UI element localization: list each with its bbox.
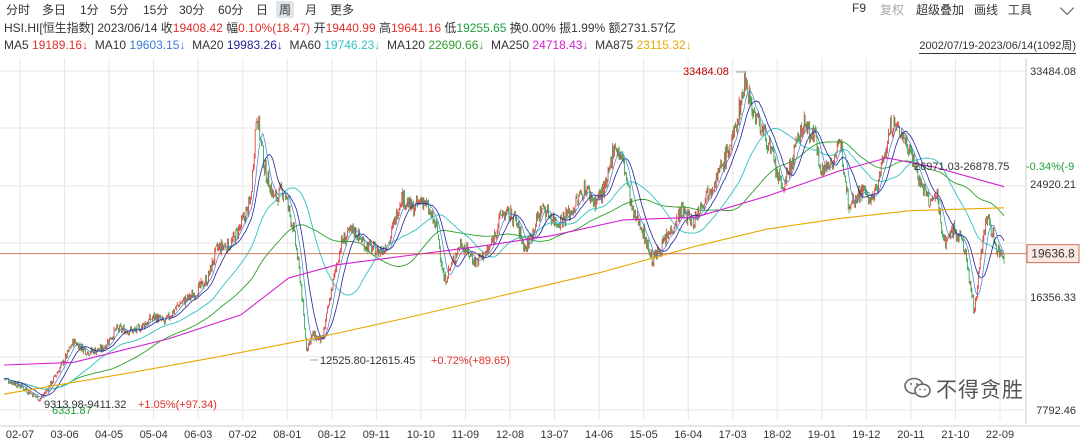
x-tick-16: 17-03 — [719, 429, 747, 441]
x-tick-0: 02-07 — [6, 429, 34, 441]
quote-info-row: HSI.HI[恒生指数] 2023/06/14 收19408.42 幅0.10%… — [4, 19, 676, 36]
ma-value-6: 23115.32↓ — [636, 38, 699, 52]
info-field-9: 19641.16 — [390, 21, 445, 35]
toolbar-btn-4[interactable]: 工具 — [1008, 3, 1033, 17]
ma-label-6: MA875 — [595, 38, 637, 52]
x-tick-22: 22-09 — [986, 429, 1014, 441]
info-field-12: 换 — [509, 21, 522, 35]
toolbar-btn-3[interactable]: 画线 — [974, 3, 999, 17]
ma10-line — [3, 90, 1005, 398]
ma-label-0: MA5 — [4, 38, 33, 52]
current-price-box — [1026, 244, 1080, 264]
x-tick-13: 14-06 — [585, 429, 613, 441]
y-tick-1: 24920.21 — [1030, 179, 1076, 191]
x-tick-12: 13-07 — [540, 429, 568, 441]
info-field-5: 0.10%(18.47) — [238, 21, 314, 35]
range3-pct: -0.34%(-9 — [1026, 161, 1074, 173]
period-tab-9[interactable]: 月 — [305, 3, 318, 17]
period-tab-10[interactable]: 更多 — [330, 3, 355, 17]
x-tick-7: 08-12 — [318, 429, 346, 441]
ma875-line — [3, 207, 1005, 395]
period-tab-0[interactable]: 分时 — [6, 3, 31, 17]
toolbar-btn-1[interactable]: 复权 — [880, 3, 905, 17]
range2-label: 9313.98-9411.32 — [44, 399, 126, 411]
info-field-3: 19408.42 — [172, 21, 227, 35]
info-field-14: 振 — [559, 21, 572, 35]
ma-value-1: 19603.15↓ — [129, 38, 193, 52]
info-field-15: 1.99% — [571, 21, 609, 35]
x-tick-8: 09-11 — [363, 429, 390, 441]
ma120-line — [3, 141, 1005, 390]
toolbar-btn-2[interactable]: 超级叠加 — [916, 3, 965, 17]
info-field-2: 收 — [160, 21, 173, 35]
ma-legend-row: MA5 19189.16↓ MA10 19603.15↓ MA20 19983.… — [4, 38, 698, 52]
x-tick-1: 03-06 — [50, 429, 78, 441]
ma-value-5: 24718.43↓ — [532, 38, 596, 52]
ma250-line — [3, 157, 1005, 366]
period-tab-5[interactable]: 30分 — [179, 3, 205, 17]
date-range-selector[interactable]: 2002/07/19-2023/06/14(1092周) — [919, 37, 1076, 54]
ma-value-0: 19189.16↓ — [32, 38, 95, 52]
ma-label-4: MA120 — [386, 38, 429, 52]
ma-label-3: MA60 — [289, 38, 325, 52]
period-tab-7[interactable]: 日 — [256, 3, 269, 17]
x-tick-11: 12-08 — [496, 429, 524, 441]
info-field-7: 19440.99 — [325, 21, 379, 35]
info-field-0: HSI.HI[恒生指数] — [4, 21, 98, 35]
x-tick-17: 18-02 — [763, 429, 791, 441]
period-tab-3[interactable]: 5分 — [110, 3, 129, 17]
y-tick-3: 7792.46 — [1036, 405, 1076, 417]
info-field-17: 2731.57亿 — [620, 21, 676, 35]
period-tab-2[interactable]: 1分 — [80, 3, 99, 17]
info-field-1: 2023/06/14 — [97, 21, 161, 35]
x-tick-18: 19-01 — [808, 429, 836, 441]
info-field-10: 低 — [444, 21, 457, 35]
info-field-4: 幅 — [226, 21, 239, 35]
x-tick-20: 20-11 — [897, 429, 924, 441]
y-tick-0: 33484.08 — [1030, 66, 1076, 78]
info-field-11: 19255.65 — [456, 21, 510, 35]
ma-label-2: MA20 — [192, 38, 227, 52]
info-field-13: 0.00% — [521, 21, 560, 35]
info-field-16: 额 — [608, 21, 621, 35]
range3-label: 26971.03-26878.75 — [914, 161, 1009, 173]
ma-value-2: 19983.26↓ — [226, 38, 290, 52]
wechat-icon — [904, 377, 931, 398]
ma-value-3: 19746.23↓ — [324, 38, 387, 52]
x-tick-9: 10-10 — [407, 429, 435, 441]
y-tick-2: 16356.33 — [1030, 292, 1076, 304]
max-label: 33484.08 — [683, 66, 729, 78]
x-tick-15: 16-04 — [674, 429, 702, 441]
x-tick-6: 08-01 — [273, 429, 301, 441]
ma60-line — [3, 127, 1005, 390]
range1-label: 12525.80-12615.45 — [320, 355, 415, 367]
min-label: 6331.87 — [52, 405, 92, 417]
toolbar-btn-0[interactable]: F9 — [852, 1, 867, 15]
x-tick-3: 05-04 — [140, 429, 168, 441]
toolbar: 分时 多日 1分 5分 15分 30分 60分日周月更多 F9 复权 超级叠加 画线 工具 — [0, 0, 1080, 18]
x-tick-14: 15-05 — [630, 429, 658, 441]
range2-pct: +1.05%(+97.34) — [138, 399, 217, 411]
period-tab-8[interactable]: 周 — [276, 1, 295, 18]
x-tick-10: 11-09 — [452, 429, 479, 441]
range1-pct: +0.72%(+89.65) — [431, 355, 510, 367]
period-tab-1[interactable]: 多日 — [42, 3, 67, 17]
period-tab-4[interactable]: 15分 — [143, 3, 169, 17]
info-field-8: 高 — [378, 21, 391, 35]
x-tick-21: 21-10 — [941, 429, 969, 441]
ma-label-1: MA10 — [94, 38, 130, 52]
watermark: 不得贪胜 — [936, 379, 1024, 402]
ma-value-4: 22690.66↓ — [428, 38, 492, 52]
x-tick-2: 04-05 — [95, 429, 123, 441]
info-field-6: 开 — [313, 21, 326, 35]
period-tab-6[interactable]: 60分 — [218, 3, 244, 17]
x-tick-5: 07-02 — [229, 429, 257, 441]
x-tick-19: 19-12 — [852, 429, 880, 441]
current-price-label: 19636.8 — [1031, 247, 1075, 261]
x-tick-4: 06-03 — [184, 429, 212, 441]
ma-label-5: MA250 — [491, 38, 533, 52]
